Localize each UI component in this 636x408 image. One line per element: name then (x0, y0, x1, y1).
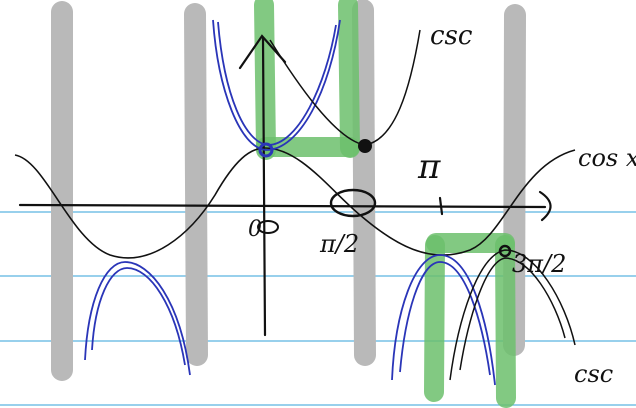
label: csc (430, 21, 473, 51)
background (0, 0, 636, 408)
label: 0 (248, 217, 262, 242)
label: 3π/2 (512, 250, 566, 278)
label: cos x (578, 144, 636, 172)
label: csc (574, 360, 613, 388)
sketch: csc cos x π π/2 0 3π/2 csc (0, 0, 636, 408)
label: π/2 (319, 230, 359, 258)
label: π (417, 147, 441, 187)
